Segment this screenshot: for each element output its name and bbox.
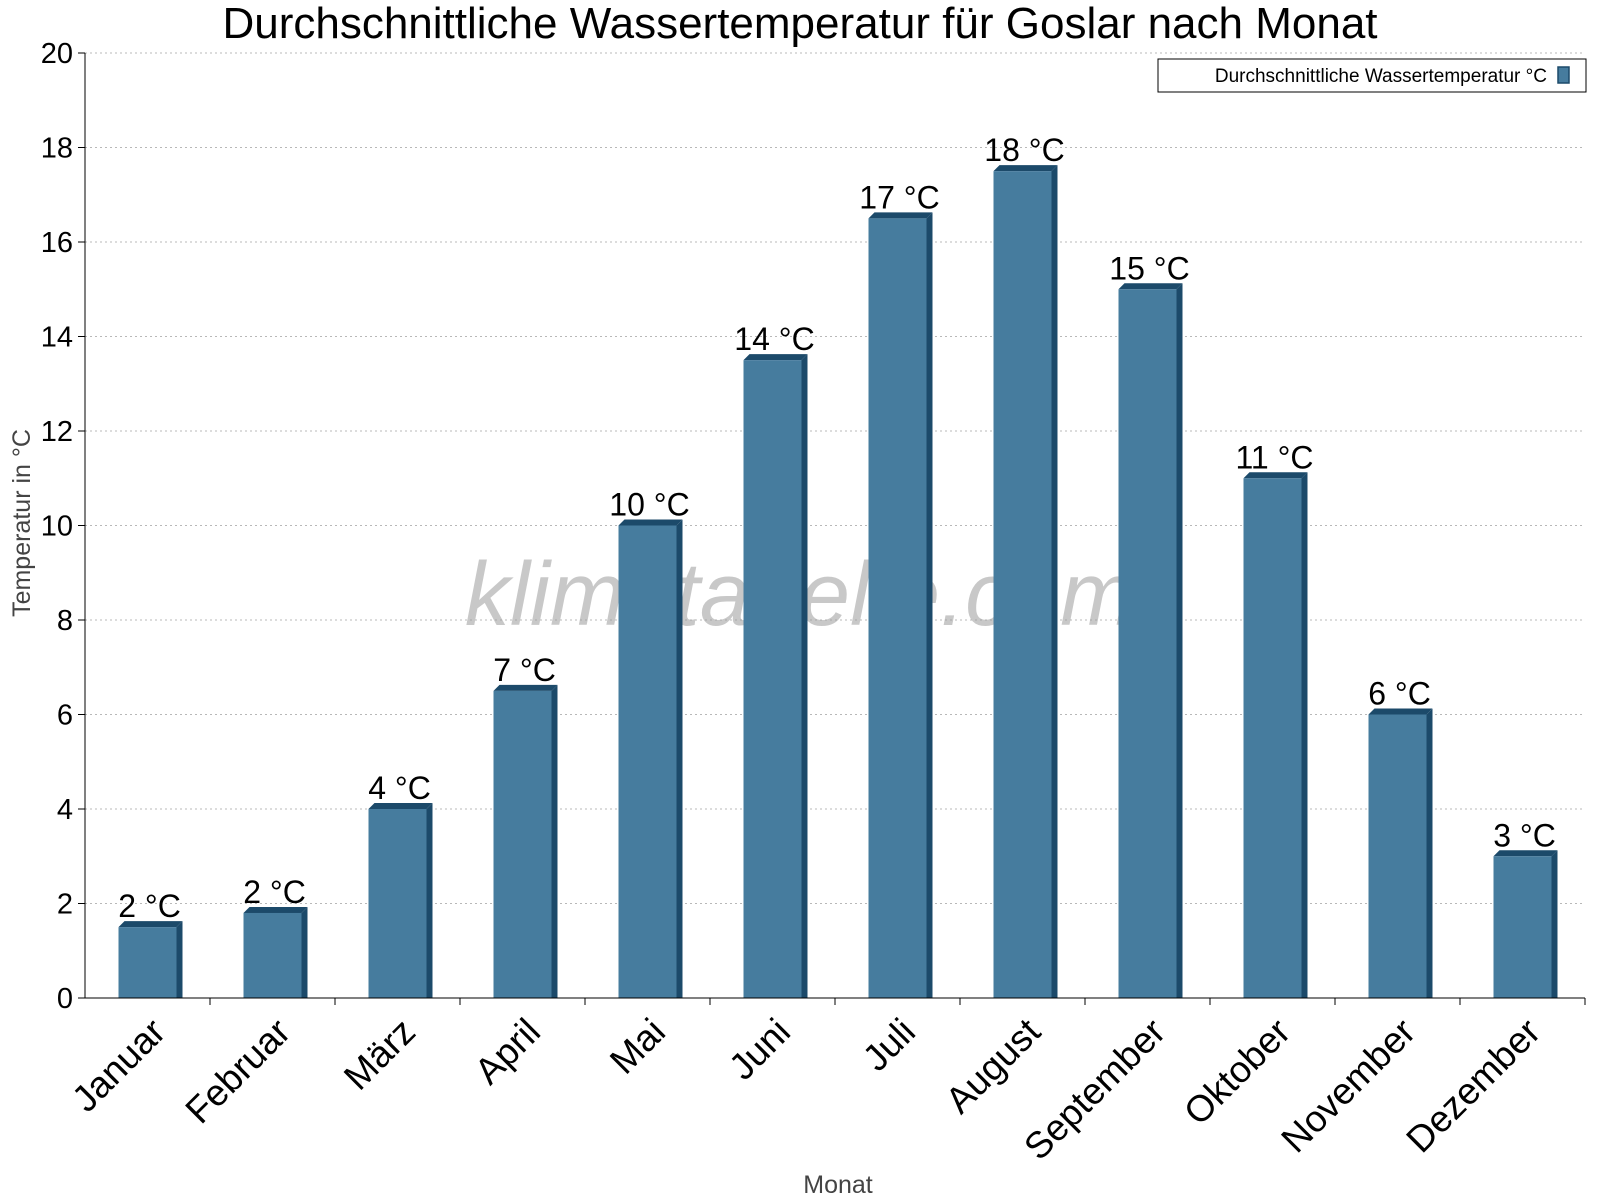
y-tick-label: 6 <box>57 700 73 732</box>
data-label: 2 °C <box>118 888 181 924</box>
bar-front <box>368 809 427 998</box>
bar-top <box>1118 283 1183 290</box>
bar-side <box>426 803 433 998</box>
legend-box <box>1157 58 1587 93</box>
data-label: 6 °C <box>1368 676 1431 712</box>
data-label: 2 °C <box>243 874 306 910</box>
data-label: 14 °C <box>734 321 814 357</box>
y-tick-label: 20 <box>41 38 73 70</box>
bar-top <box>118 921 183 928</box>
bar <box>243 906 308 998</box>
bar-front <box>493 690 552 998</box>
gridlines <box>85 52 1585 904</box>
bar-top <box>493 684 558 691</box>
bar <box>1118 283 1183 998</box>
bar <box>868 212 933 998</box>
x-tick-label: Juli <box>855 1011 923 1079</box>
y-tick-label: 2 <box>57 889 73 921</box>
x-tick-label: Dezember <box>1398 1011 1548 1161</box>
bar-front <box>743 360 802 998</box>
data-label: 7 °C <box>493 652 556 688</box>
bar-front <box>1243 478 1302 998</box>
bar-front <box>118 927 177 998</box>
bar-front <box>618 525 677 998</box>
bar-side <box>301 906 308 998</box>
bar <box>1368 708 1433 998</box>
bar <box>743 354 808 998</box>
y-tick-label: 16 <box>41 227 73 259</box>
legend-label: Durchschnittliche Wassertemperatur °C <box>1215 66 1547 87</box>
bar <box>493 684 558 998</box>
bar-side <box>926 212 933 998</box>
bar <box>368 803 433 998</box>
data-labels: 2 °C 2 °C 4 °C 7 °C 10 °C 14 °C 17 °C 18 °C 15 °… <box>118 132 1556 924</box>
data-label: 4 °C <box>368 770 431 806</box>
chart-title: Durchschnittliche Wassertemperatur für G… <box>222 0 1377 48</box>
legend-swatch <box>1557 66 1570 84</box>
bar-top <box>743 354 808 361</box>
bar-top <box>993 165 1058 172</box>
bar <box>1243 472 1308 998</box>
bar-top <box>1493 850 1558 857</box>
y-tick-label: 14 <box>41 322 73 354</box>
data-label: 18 °C <box>984 132 1064 168</box>
x-tick-label: Oktober <box>1176 1011 1298 1133</box>
bar-front <box>1493 856 1552 998</box>
bar-side <box>551 684 558 998</box>
bar-top <box>1368 708 1433 715</box>
bar <box>118 921 183 998</box>
bar-front <box>868 218 927 998</box>
x-tick-label: Februar <box>178 1011 299 1132</box>
x-tick-label: März <box>336 1011 423 1098</box>
y-axis-label: Temperatur in °C <box>8 429 36 617</box>
bar <box>993 165 1058 998</box>
bar-top <box>368 803 433 809</box>
bar-top <box>868 212 933 219</box>
bar-front <box>1118 289 1177 998</box>
y-tick-label: 12 <box>41 416 73 448</box>
y-tick-label: 18 <box>41 133 73 165</box>
y-tick-label: 4 <box>57 794 73 826</box>
bar-side <box>1301 472 1308 998</box>
bar-top <box>1243 472 1308 479</box>
data-label: 15 °C <box>1109 250 1189 286</box>
bar-front <box>993 171 1052 998</box>
bar-side <box>801 354 808 998</box>
y-tick-label: 0 <box>57 983 73 1015</box>
x-tick-label: Juni <box>721 1011 798 1088</box>
bar-top <box>243 906 308 913</box>
data-label: 10 °C <box>609 487 689 523</box>
bar-side <box>1051 165 1058 998</box>
x-axis-label: Monat <box>803 1171 873 1199</box>
x-tick-label: April <box>467 1011 548 1092</box>
y-tick-label: 10 <box>41 511 73 543</box>
bar-side <box>176 921 183 998</box>
bar <box>1493 850 1558 998</box>
bar-side <box>1551 850 1558 998</box>
bar-front <box>243 912 302 998</box>
bar-top <box>618 519 683 526</box>
bar-side <box>1426 708 1433 998</box>
y-ticks: 0 2 4 6 8 10 12 14 16 18 20 <box>41 38 85 1015</box>
bars <box>118 165 1558 998</box>
x-tick-label: August <box>938 1010 1049 1121</box>
x-tick-label: Januar <box>64 1011 173 1120</box>
x-tick-label: November <box>1273 1011 1423 1161</box>
bar <box>618 519 683 998</box>
bar-side <box>676 519 683 998</box>
x-tick-label: Mai <box>602 1011 673 1082</box>
bar-side <box>1176 283 1183 998</box>
bar-front <box>1368 714 1427 998</box>
legend: Durchschnittliche Wassertemperatur °C <box>1157 58 1587 93</box>
y-tick-label: 8 <box>57 605 73 637</box>
data-label: 11 °C <box>1235 439 1313 475</box>
x-ticks: Januar Februar März April Mai Juni Juli AugustS… <box>64 998 1586 1168</box>
data-label: 3 °C <box>1493 817 1556 853</box>
data-label: 17 °C <box>859 179 939 215</box>
